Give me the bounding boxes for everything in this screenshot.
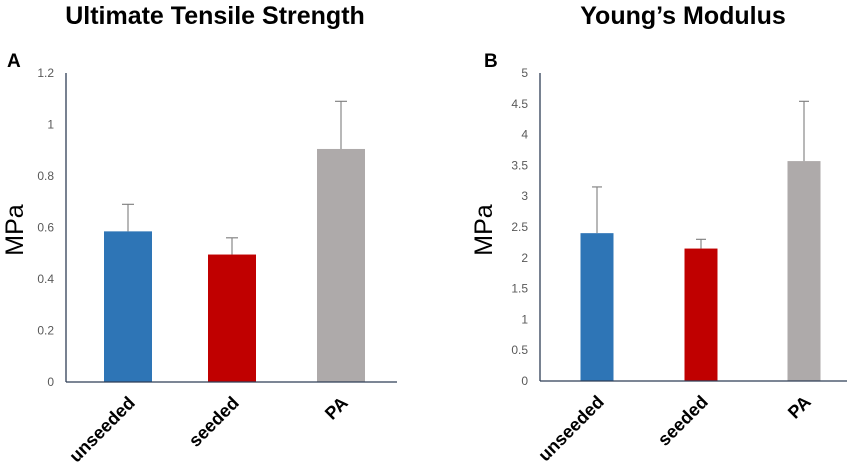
panel-a: Ultimate Tensile Strength A MPa 00.20.40…: [1, 2, 397, 464]
chart-b-title: Young’s Modulus: [580, 2, 786, 30]
chart-b-y-tick-label: 5: [521, 66, 528, 80]
chart-b-x-label-pa: PA: [784, 392, 815, 423]
chart-b-bar-pa: [787, 161, 821, 381]
chart-b-y-tick-label: 3: [521, 189, 528, 203]
chart-b-y-tick-label: 3.5: [511, 158, 528, 172]
chart-a-title: Ultimate Tensile Strength: [65, 2, 365, 30]
chart-b-error-bar-unseeded: [592, 186, 602, 234]
chart-b-x-label-seeded: seeded: [654, 392, 712, 450]
chart-b-y-tick-label: 1.5: [511, 282, 528, 296]
chart-a-x-labels: unseeded seeded PA: [65, 393, 352, 464]
chart-a-x-label-unseeded: unseeded: [65, 393, 139, 464]
chart-b-error-bar-pa: [799, 100, 809, 162]
chart-b-y-tick-label: 2.5: [511, 220, 528, 234]
chart-a-bar-seeded: [208, 254, 256, 382]
chart-a-y-tick-label: 0.2: [37, 324, 54, 338]
chart-b-y-tick-label: 2: [521, 251, 528, 265]
chart-a-y-tick-label: 0.4: [37, 272, 54, 286]
chart-a-y-ticks: 0 0.2 0.4 0.6 0.8 1 1.2: [37, 66, 54, 389]
chart-a-error-bar-unseeded: [122, 203, 134, 232]
chart-a-x-label-seeded: seeded: [185, 393, 243, 451]
chart-a-bars: [104, 148, 365, 382]
chart-b-y-tick-label: 1: [521, 312, 528, 326]
chart-b-y-tick-label: 4: [521, 128, 528, 142]
chart-b-bar-unseeded: [580, 233, 614, 381]
chart-a-y-tick-label: 0: [47, 375, 54, 389]
chart-a-error-bar-seeded: [226, 237, 238, 255]
chart-a-y-tick-label: 1.2: [37, 66, 54, 80]
chart-a-error-bar-pa: [335, 100, 347, 149]
chart-a-x-label-pa: PA: [321, 393, 352, 424]
chart-b-y-axis-label: MPa: [470, 204, 498, 256]
chart-b-bars: [580, 161, 821, 381]
chart-b-error-bar-seeded: [696, 238, 706, 249]
chart-b-error-bars: [592, 100, 809, 249]
chart-a-panel-label: A: [7, 51, 21, 72]
chart-a-error-bars: [122, 100, 347, 255]
chart-b-y-tick-label: 0: [521, 374, 528, 388]
panel-b: Young’s Modulus B MPa 0 0.5 1 1.5 2 2.5 3 3.5 4 4…: [470, 2, 847, 464]
chart-b-panel-label: B: [484, 51, 498, 72]
chart-b-y-ticks: 0 0.5 1 1.5 2 2.5 3 3.5 4 4.5 5: [511, 66, 528, 388]
chart-a-y-tick-label: 0.8: [37, 169, 54, 183]
chart-a-y-tick-label: 0.6: [37, 221, 54, 235]
chart-a-bar-unseeded: [104, 231, 152, 382]
chart-a-bar-pa: [317, 148, 365, 382]
chart-b-x-label-unseeded: unseeded: [534, 392, 608, 464]
chart-a-y-tick-label: 1: [47, 118, 54, 132]
chart-b-y-tick-label: 4.5: [511, 97, 528, 111]
chart-a-y-axis-label: MPa: [1, 204, 29, 256]
chart-b-bar-seeded: [684, 248, 718, 381]
chart-b-y-tick-label: 0.5: [511, 343, 528, 357]
chart-b-x-labels: unseeded seeded PA: [534, 392, 815, 464]
